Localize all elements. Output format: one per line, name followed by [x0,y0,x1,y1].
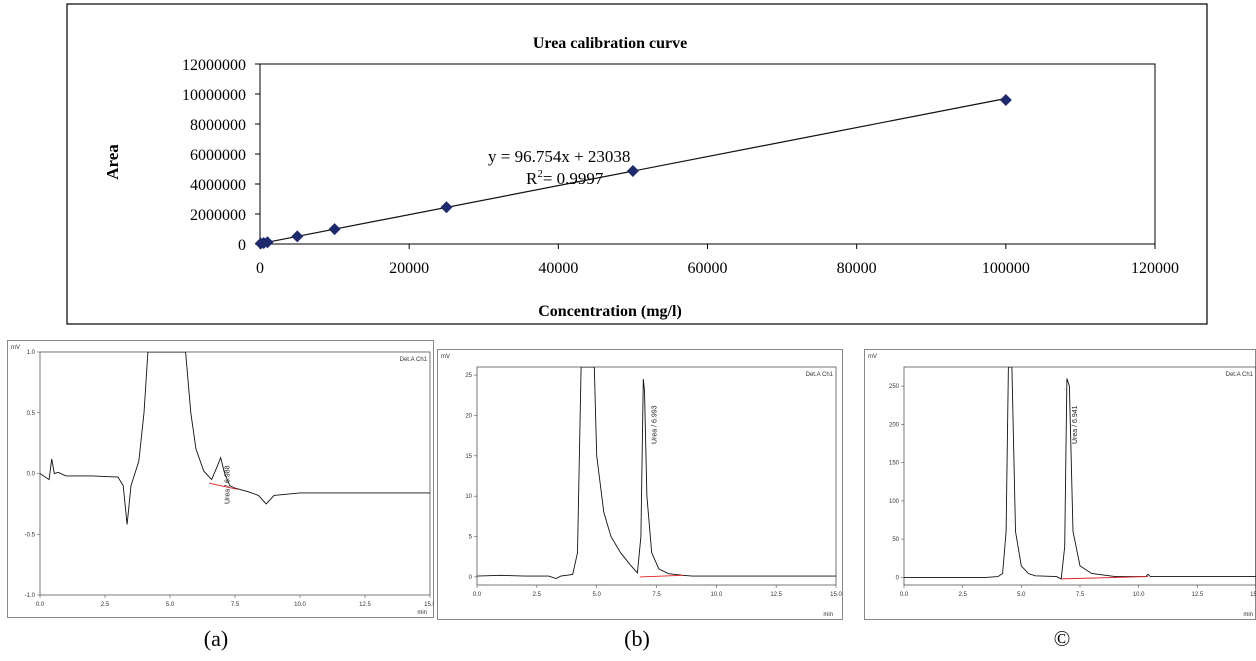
y-tick-label: 1.0 [27,350,36,356]
y-tick-label: 25 [465,373,472,379]
x-tick-label: 10.0 [1133,592,1145,598]
y-tick-label: 50 [892,537,899,543]
peak-label: Urea / 6.988 [225,465,232,504]
x-tick-label: 40000 [538,260,578,277]
data-point [440,201,453,214]
detector-label: Det.A Ch1 [806,372,834,378]
x-tick-label: 15.0 [424,602,434,608]
chromatogram-a: mV Det.A Ch1 min 0.0 2.5 5.0 7.5 10.0 12.5 15.0 -1… [7,340,434,618]
calibration-chart: Urea calibration curve 0 20000 40000 60000 8… [66,3,1208,325]
plot-area: 0 20000 40000 60000 80000 100000 120000 0 200000… [182,57,1179,277]
chromatogram-frame [864,349,1256,620]
x-tick-label: 15.0 [1250,592,1256,598]
y-tick-label: 12000000 [182,57,246,74]
x-tick-label: 80000 [837,260,877,277]
chromatogram-trace [477,367,836,579]
caption-c: © [1053,626,1071,651]
y-tick-label: 20 [465,413,472,419]
chromatogram-panel-b: mV Det.A Ch1 min 0.0 2.5 5.0 7.5 10.0 12.5 15.0 0 5… [437,349,843,620]
data-point [999,94,1012,106]
y-tick-label: -0.5 [25,532,36,538]
x-tick-label: 2.5 [533,592,542,598]
x-tick-label: 5.0 [592,592,601,598]
x-tick-label: 0.0 [473,592,482,598]
y-tick-label: 0.5 [27,411,36,417]
chart-frame [66,3,1208,325]
peak-label: Urea / 6.941 [1072,405,1079,444]
y-axis-label: Area [103,144,122,180]
baseline-marker [639,574,683,578]
baseline-marker [208,482,238,490]
y-tick-label: 150 [889,461,900,467]
x-unit-label: min [417,610,427,616]
unit-label: mV [11,345,20,351]
y-tick-label: 0 [896,575,900,581]
baseline-marker [1061,576,1149,580]
data-point [328,223,341,236]
y-tick-label: 6000000 [190,147,246,164]
data-point [626,164,639,177]
chromatogram-frame [7,340,434,618]
x-tick-label: 12.5 [359,602,371,608]
detector-label: Det.A Ch1 [1226,372,1254,378]
data-point [261,236,274,249]
y-tick-label: 250 [889,384,900,390]
chromatogram-trace [40,352,430,525]
x-tick-label: 7.5 [231,602,240,608]
x-tick-label: 12.5 [770,592,782,598]
data-point [291,230,304,243]
y-tick-label: 0.0 [27,472,36,478]
unit-label: mV [441,354,450,360]
y-tick-label: 4000000 [190,177,246,194]
r-squared-label: R2= 0.9997 [526,168,604,188]
trendline-equation: y = 96.754x + 23038 [488,147,630,166]
x-tick-label: 0.0 [36,602,45,608]
y-tick-label: 200 [889,422,900,428]
y-tick-label: 2000000 [190,207,246,224]
x-axis-label: Concentration (mg/l) [538,303,682,320]
y-tick-label: 100 [889,499,900,505]
x-tick-label: 10.0 [710,592,722,598]
chromatogram-c: mV Det.A Ch1 min 0.0 2.5 5.0 7.5 10.0 12.5 15.0 0 5… [864,349,1256,620]
x-unit-label: min [1243,612,1253,618]
chart-title: Urea calibration curve [533,35,687,52]
caption-b: (b) [624,626,650,651]
x-tick-label: 10.0 [294,602,306,608]
chromatogram-panel-c: mV Det.A Ch1 min 0.0 2.5 5.0 7.5 10.0 12.5 15.0 0 5… [864,349,1256,620]
y-tick-label: 8000000 [190,117,246,134]
y-tick-label: -1.0 [25,593,36,599]
x-tick-label: 100000 [982,260,1030,277]
chromatogram-panel-a: mV Det.A Ch1 min 0.0 2.5 5.0 7.5 10.0 12.5 15.0 -1… [7,340,434,618]
y-tick-label: 5 [469,535,473,541]
x-tick-label: 5.0 [1017,592,1026,598]
y-tick-label: 0 [238,237,246,254]
x-tick-label: 0.0 [900,592,909,598]
x-tick-label: 12.5 [1191,592,1203,598]
x-tick-label: 7.5 [1076,592,1085,598]
x-tick-label: 5.0 [166,602,175,608]
chromatogram-frame [437,349,843,620]
y-tick-label: 0 [469,575,473,581]
unit-label: mV [868,354,877,360]
caption-a: (a) [203,626,229,651]
x-tick-label: 15.0 [830,592,842,598]
chromatogram-b: mV Det.A Ch1 min 0.0 2.5 5.0 7.5 10.0 12.5 15.0 0 5… [437,349,843,620]
x-unit-label: min [823,612,833,618]
x-tick-label: 0 [256,260,264,277]
x-tick-label: 2.5 [101,602,110,608]
y-tick-label: 10000000 [182,87,246,104]
x-tick-label: 120000 [1131,260,1179,277]
x-tick-label: 2.5 [958,592,967,598]
y-tick-label: 10 [465,494,472,500]
detector-label: Det.A Ch1 [400,357,428,363]
x-tick-label: 7.5 [652,592,661,598]
peak-label: Urea / 6.993 [651,405,658,444]
x-tick-label: 60000 [688,260,728,277]
x-tick-label: 20000 [389,260,429,277]
y-tick-label: 15 [465,454,472,460]
